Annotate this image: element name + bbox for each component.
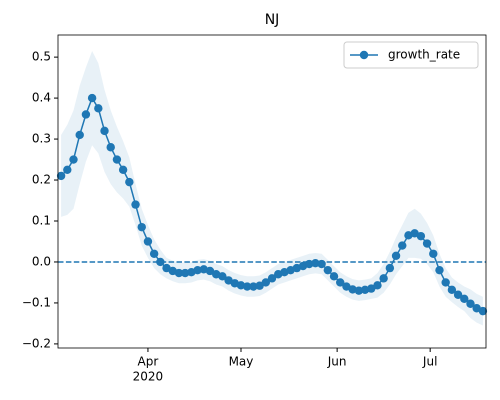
data-point xyxy=(354,286,364,295)
data-point xyxy=(329,272,339,281)
data-point xyxy=(422,239,432,248)
data-point xyxy=(398,241,407,250)
data-point xyxy=(267,274,277,283)
data-point xyxy=(56,171,66,181)
legend-box xyxy=(343,41,479,69)
data-point xyxy=(112,155,122,164)
data-point xyxy=(125,177,134,187)
data-point xyxy=(118,165,128,174)
data-point xyxy=(453,290,463,299)
data-point xyxy=(180,268,190,278)
y-tick-label: 0.3 xyxy=(32,132,51,146)
data-point xyxy=(416,231,426,241)
data-point xyxy=(143,237,153,246)
data-point xyxy=(385,263,395,273)
data-point xyxy=(193,265,202,275)
data-point xyxy=(106,143,115,152)
data-point xyxy=(131,200,140,209)
data-point xyxy=(249,282,258,291)
data-point xyxy=(69,155,78,164)
data-point xyxy=(75,130,84,140)
data-point xyxy=(435,265,444,275)
data-point xyxy=(460,294,469,304)
data-point xyxy=(323,265,333,275)
data-point xyxy=(429,249,438,258)
data-point xyxy=(156,257,165,267)
confidence-band xyxy=(61,50,483,326)
x-tick-label: May xyxy=(229,355,254,369)
data-point xyxy=(441,278,450,287)
x-year-label: 2020 xyxy=(133,370,164,384)
y-tick-label: −0.1 xyxy=(22,295,51,309)
data-point xyxy=(447,285,457,295)
data-point xyxy=(100,126,109,136)
y-tick-label: 0.4 xyxy=(32,91,51,105)
data-point xyxy=(218,272,227,281)
data-point xyxy=(174,268,184,278)
data-point xyxy=(81,110,91,119)
data-point xyxy=(87,93,97,103)
data-point xyxy=(478,306,488,316)
y-tick-label: −0.2 xyxy=(22,336,51,350)
plot-frame xyxy=(57,34,487,349)
data-point xyxy=(242,282,252,291)
data-point xyxy=(305,259,314,269)
data-point xyxy=(379,274,388,283)
chart-title: NJ xyxy=(265,12,280,28)
data-point xyxy=(255,281,264,290)
data-point xyxy=(149,249,159,258)
y-tick-label: 0.5 xyxy=(32,50,51,64)
y-tick-label: 0.1 xyxy=(32,213,51,227)
data-point xyxy=(373,281,382,290)
data-point xyxy=(63,165,72,174)
x-tick-label: Apr xyxy=(138,355,159,369)
data-point xyxy=(391,251,401,261)
x-tick-label: Jul xyxy=(422,355,437,369)
data-point xyxy=(94,104,103,113)
y-tick-label: 0.0 xyxy=(32,254,51,268)
x-tick-label: Jun xyxy=(327,355,347,369)
data-point xyxy=(317,259,326,269)
y-tick-label: 0.2 xyxy=(32,173,51,187)
data-point xyxy=(205,266,215,276)
data-point xyxy=(367,284,376,293)
data-point xyxy=(466,299,475,308)
data-point xyxy=(311,258,320,268)
legend-label: growth_rate xyxy=(388,48,460,62)
legend-marker xyxy=(359,50,369,60)
data-point xyxy=(336,278,345,287)
data-point xyxy=(137,222,146,232)
data-point xyxy=(261,278,270,287)
